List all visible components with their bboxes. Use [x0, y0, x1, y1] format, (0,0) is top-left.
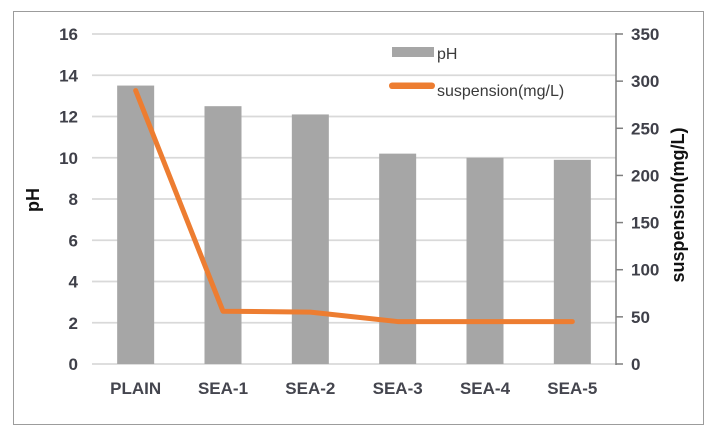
category-label-SEA-2: SEA-2	[285, 379, 335, 398]
left-tick-label: 6	[69, 231, 78, 250]
right-axis-title: suspension(mg/L)	[668, 127, 688, 282]
legend: pH suspension(mg/L)	[389, 46, 564, 100]
bar-SEA-4	[466, 157, 504, 364]
right-tick-label: 50	[631, 308, 650, 327]
left-tick-label: 16	[59, 25, 78, 44]
suspension-line	[133, 88, 575, 325]
bar-SEA-2	[291, 114, 329, 364]
legend-label-suspension: suspension(mg/L)	[437, 83, 564, 100]
right-tick-label: 350	[631, 25, 659, 44]
bar-SEA-3	[379, 153, 417, 364]
bar-PLAIN	[117, 85, 155, 364]
line-series-suspension	[133, 88, 575, 325]
category-label-SEA-3: SEA-3	[373, 379, 423, 398]
left-axis-title: pH	[23, 188, 43, 212]
bar-series-ph	[117, 85, 591, 364]
right-tick-label: 300	[631, 72, 659, 91]
right-tick-label: 0	[631, 355, 640, 374]
legend-swatch-ph-icon	[392, 47, 434, 57]
category-label-SEA-5: SEA-5	[547, 379, 597, 398]
left-tick-label: 4	[69, 273, 79, 292]
left-tick-label: 12	[59, 108, 78, 127]
category-labels: PLAIN SEA-1 SEA-2 SEA-3 SEA-4 SEA-5	[110, 379, 597, 398]
left-tick-label: 14	[59, 66, 78, 85]
right-tick-label: 250	[631, 119, 659, 138]
bar-SEA-1	[204, 106, 242, 364]
right-tick-label: 200	[631, 166, 659, 185]
bar-SEA-5	[553, 159, 591, 364]
axes	[615, 33, 623, 365]
category-label-SEA-4: SEA-4	[460, 379, 511, 398]
left-tick-label: 10	[59, 149, 78, 168]
category-label-SEA-1: SEA-1	[198, 379, 248, 398]
left-tick-label: 8	[69, 190, 78, 209]
category-label-PLAIN: PLAIN	[110, 379, 161, 398]
left-tick-label: 0	[69, 355, 78, 374]
right-tick-label: 150	[631, 214, 659, 233]
left-tick-label: 2	[69, 314, 78, 333]
legend-swatch-suspension-icon	[389, 82, 435, 89]
legend-label-ph: pH	[437, 46, 457, 63]
right-tick-label: 100	[631, 261, 659, 280]
chart-border	[13, 11, 704, 425]
tick-labels: 0 2 4 6 8 10 12 14 16 0 50 100 150 200 250 300 350	[59, 25, 659, 374]
